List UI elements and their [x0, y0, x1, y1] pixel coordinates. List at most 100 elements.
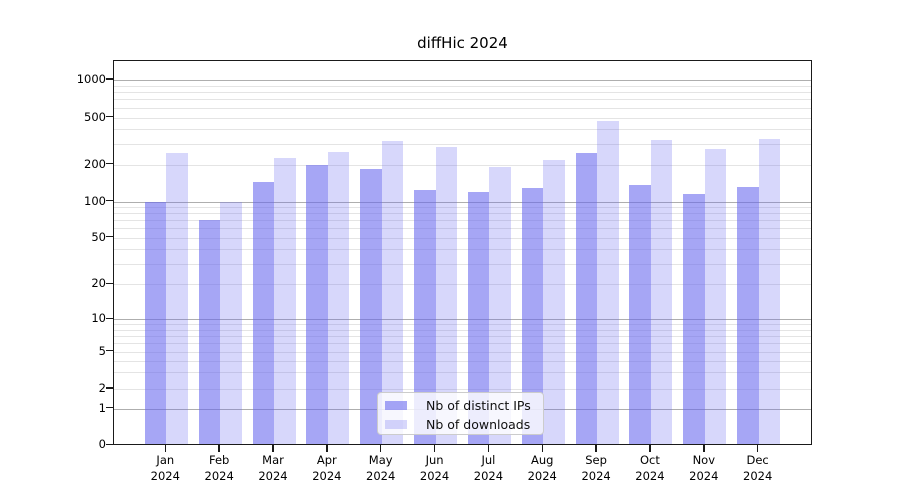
x-tick-label: Aug 2024	[512, 452, 572, 484]
minor-gridline	[114, 372, 811, 374]
x-tick-mark	[433, 445, 436, 452]
minor-gridline	[114, 92, 811, 94]
minor-gridline	[114, 284, 811, 286]
x-tick-mark	[326, 445, 328, 452]
x-tick-month: Jul	[481, 453, 496, 467]
x-tick-year: 2024	[366, 469, 396, 483]
x-tick-label: Oct 2024	[620, 452, 680, 484]
x-tick-year: 2024	[473, 469, 504, 483]
bar-downloads	[435, 146, 458, 444]
legend-swatch-downloads-icon	[385, 419, 407, 430]
minor-gridline	[114, 213, 811, 215]
bar-downloads	[543, 160, 565, 444]
x-tick-month: Dec	[746, 453, 769, 467]
plot-area	[113, 60, 812, 445]
x-tick-year: 2024	[312, 469, 342, 483]
chart-title: diffHic 2024	[417, 34, 508, 52]
bar-downloads	[704, 148, 727, 444]
minor-gridline	[114, 99, 811, 101]
y-tick-mark	[106, 406, 113, 409]
x-tick-month: Oct	[639, 453, 660, 467]
y-tick-label: 0	[98, 437, 106, 452]
major-gridline	[114, 80, 811, 81]
minor-gridline	[114, 85, 811, 87]
legend-item-downloads: Nb of downloads	[378, 415, 543, 434]
bar-downloads	[220, 201, 242, 444]
y-tick-mark	[106, 349, 113, 352]
x-tick-mark	[541, 445, 543, 452]
y-tick-mark	[106, 443, 113, 446]
bar-downloads	[327, 152, 350, 444]
minor-gridline	[114, 143, 811, 145]
x-tick-year: 2024	[581, 469, 611, 483]
x-tick-month: Jun	[425, 453, 444, 467]
x-tick-month: Apr	[316, 453, 337, 467]
x-tick-year: 2024	[635, 469, 665, 483]
minor-gridline	[114, 237, 811, 239]
x-tick-month: Sep	[585, 453, 607, 467]
minor-gridline	[114, 220, 811, 222]
x-tick-label: Apr 2024	[297, 452, 357, 484]
x-tick-label: Feb 2024	[189, 452, 249, 484]
x-tick-year: 2024	[419, 469, 450, 483]
bar-distinct-ips	[306, 164, 328, 444]
x-tick-mark	[379, 445, 382, 452]
x-tick-year: 2024	[150, 469, 180, 483]
y-tick-label: 50	[91, 229, 106, 244]
x-tick-mark	[487, 445, 490, 452]
y-tick-label: 100	[84, 193, 106, 208]
y-tick-mark	[106, 199, 113, 202]
y-tick-mark	[106, 235, 113, 238]
x-tick-label: Jun 2024	[405, 452, 465, 484]
minor-gridline	[114, 207, 811, 209]
bar-downloads	[166, 153, 188, 444]
x-tick-mark	[595, 445, 597, 452]
bar-distinct-ips	[683, 194, 705, 444]
x-tick-month: Nov	[692, 453, 716, 467]
bar-downloads	[381, 140, 404, 444]
y-tick-mark	[106, 387, 113, 389]
x-tick-month: Jan	[156, 453, 175, 467]
x-tick-year: 2024	[204, 469, 234, 483]
x-tick-mark	[218, 445, 220, 452]
x-tick-mark	[649, 445, 651, 452]
x-tick-year: 2024	[743, 469, 773, 483]
minor-gridline	[114, 228, 811, 230]
x-tick-label: May 2024	[351, 452, 411, 484]
bar-distinct-ips	[737, 186, 759, 444]
y-tick-mark	[106, 78, 113, 80]
x-tick-mark	[272, 445, 274, 452]
y-tick-label: 200	[84, 156, 106, 171]
y-tick-label: 500	[84, 109, 106, 124]
x-tick-mark	[756, 445, 759, 452]
legend: Nb of distinct IPs Nb of downloads	[377, 392, 544, 435]
legend-label: Nb of downloads	[426, 417, 531, 432]
legend-label: Nb of distinct IPs	[426, 398, 531, 413]
bar-distinct-ips	[198, 219, 221, 444]
y-tick-label: 10	[91, 311, 106, 326]
major-gridline	[114, 201, 811, 203]
minor-gridline	[114, 248, 811, 250]
minor-gridline	[114, 360, 811, 362]
bar-distinct-ips	[414, 190, 436, 444]
x-tick-month: Aug	[531, 453, 554, 467]
x-tick-label: Jul 2024	[458, 452, 518, 484]
minor-gridline	[114, 335, 811, 337]
x-tick-label: Sep 2024	[566, 452, 626, 484]
y-tick-mark	[106, 115, 113, 118]
y-tick-mark	[106, 282, 113, 285]
minor-gridline	[114, 329, 811, 331]
bar-distinct-ips	[575, 153, 598, 444]
x-tick-label: Jan 2024	[135, 452, 195, 484]
bar-distinct-ips	[252, 181, 274, 444]
bar-distinct-ips	[144, 201, 167, 444]
bar-downloads	[650, 139, 673, 444]
bar-distinct-ips	[360, 168, 382, 444]
y-tick-label: 1	[98, 400, 106, 415]
minor-gridline	[114, 324, 811, 326]
minor-gridline	[114, 117, 811, 119]
legend-item-distinct-ips: Nb of distinct IPs	[378, 396, 543, 415]
bar-downloads	[489, 167, 511, 444]
minor-gridline	[114, 263, 811, 265]
